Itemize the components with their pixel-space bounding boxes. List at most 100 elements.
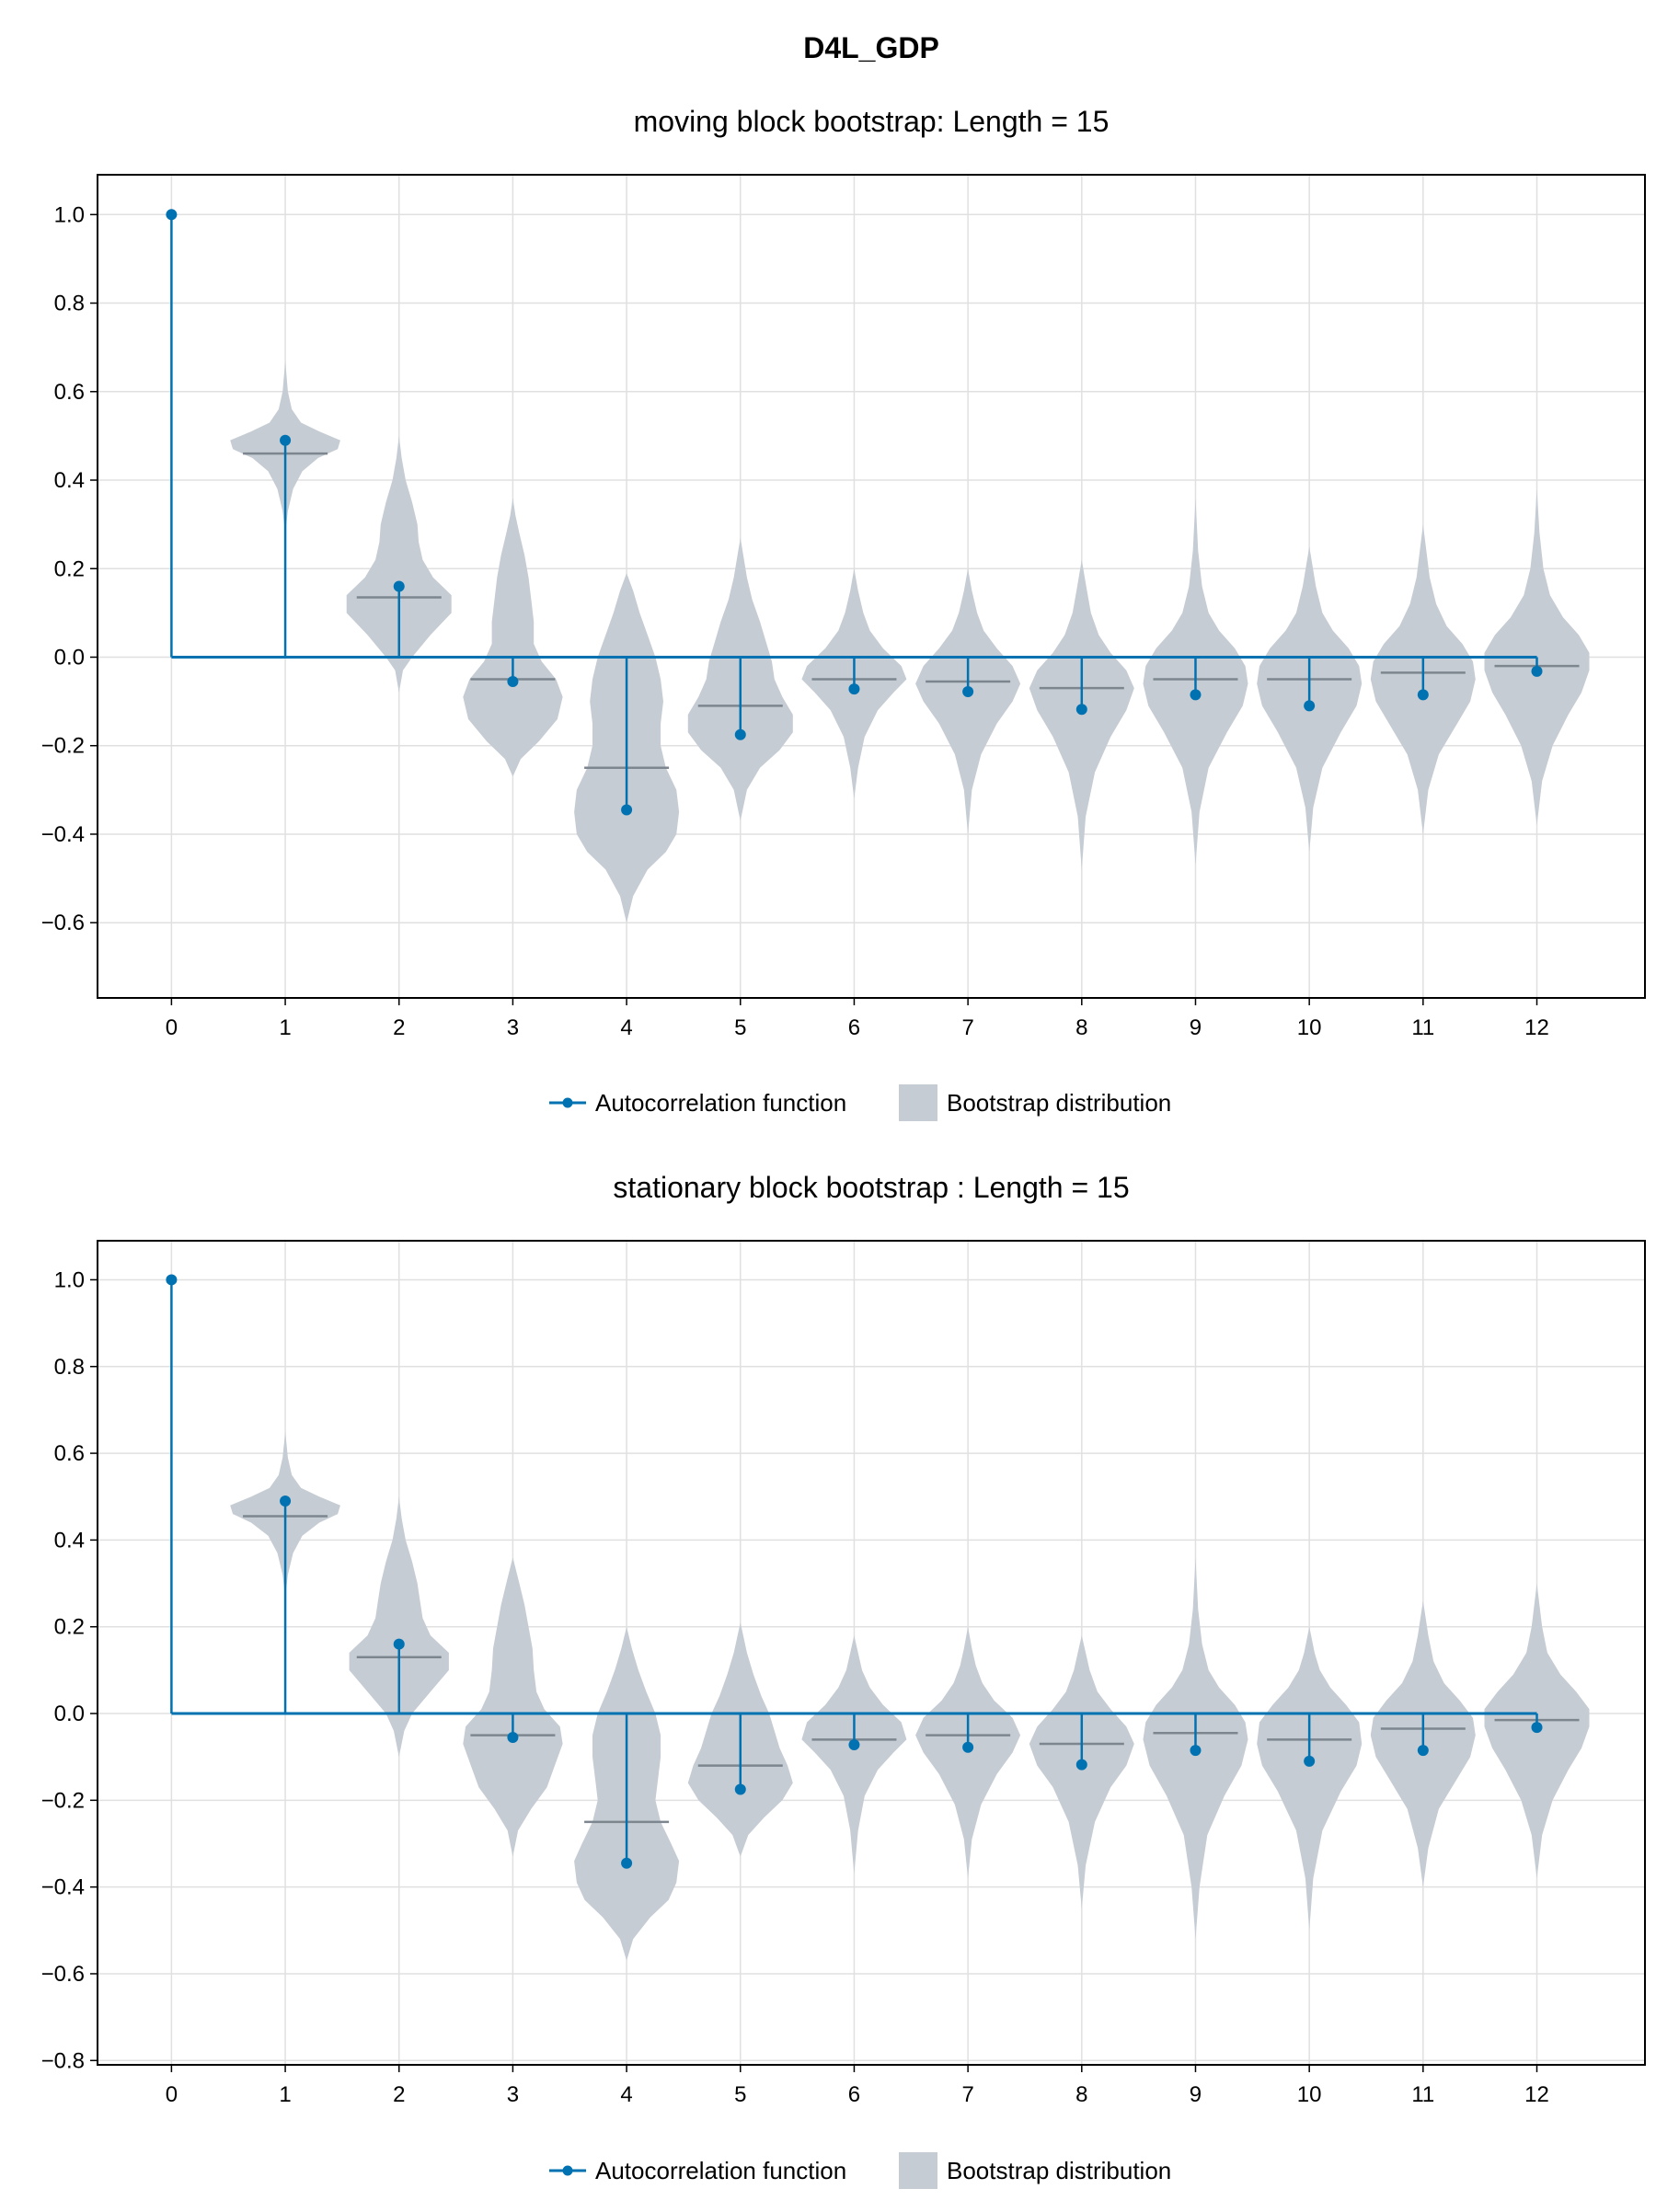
y-tick-label: −0.2 <box>41 1788 85 1813</box>
acf-point-lag-2 <box>393 580 405 592</box>
x-tick-label: 7 <box>961 2082 973 2107</box>
y-tick-label: 0.6 <box>54 380 85 405</box>
x-tick-label: 12 <box>1524 1015 1549 1040</box>
acf-point-lag-1 <box>280 1495 292 1507</box>
x-tick-label: 5 <box>734 1015 746 1040</box>
acf-point-lag-3 <box>507 675 519 687</box>
x-tick-label: 12 <box>1524 2082 1549 2107</box>
figure-title: D4L_GDP <box>803 31 939 64</box>
x-tick-label: 6 <box>848 1015 860 1040</box>
violin-lag-2 <box>346 435 452 693</box>
violin-lag-8 <box>1029 1635 1134 1909</box>
x-tick-label: 5 <box>734 2082 746 2107</box>
acf-point-lag-12 <box>1531 1722 1543 1734</box>
x-tick-label: 2 <box>393 2082 405 2107</box>
legend: Autocorrelation function Bootstrap distr… <box>549 2152 1171 2189</box>
legend-acf-label: Autocorrelation function <box>595 2157 846 2184</box>
legend-bootstrap-swatch <box>899 2152 937 2189</box>
x-tick-label: 0 <box>166 1015 178 1040</box>
violin-lag-7 <box>915 568 1021 834</box>
y-tick-label: 1.0 <box>54 202 85 227</box>
plot-area: −0.8−0.6−0.4−0.20.00.20.40.60.81.00 1 2 3 4 5… <box>41 1240 1646 2107</box>
legend-acf-marker <box>562 2165 573 2176</box>
y-tick-label: 0.2 <box>54 1615 85 1640</box>
y-tick-label: −0.8 <box>41 2048 85 2073</box>
acf-point-lag-0 <box>166 209 178 221</box>
panel-stationary-block: stationary block bootstrap : Length = 15… <box>41 1171 1646 2189</box>
y-tick-label: 0.8 <box>54 1355 85 1380</box>
acf-point-lag-11 <box>1417 1745 1429 1757</box>
legend-acf-label: Autocorrelation function <box>595 1089 846 1117</box>
x-tick-label: 2 <box>393 1015 405 1040</box>
x-tick-label: 0 <box>166 2082 178 2107</box>
panel-moving-block: moving block bootstrap: Length = 15 −0.6… <box>41 105 1646 1121</box>
acf-point-lag-10 <box>1304 700 1316 712</box>
x-tick-label: 4 <box>620 1015 632 1040</box>
panel-title: moving block bootstrap: Length = 15 <box>634 105 1110 138</box>
acf-point-lag-5 <box>734 728 746 740</box>
y-tick-label: 0.6 <box>54 1441 85 1466</box>
acf-point-lag-11 <box>1417 689 1429 701</box>
acf-point-lag-2 <box>393 1638 405 1650</box>
plot-frame <box>97 174 1646 999</box>
y-tick-label: 0.8 <box>54 292 85 316</box>
violin-lag-3 <box>463 498 563 777</box>
x-tick-label: 6 <box>848 2082 860 2107</box>
x-tick-label: 7 <box>961 1015 973 1040</box>
y-tick-label: 0.4 <box>54 1528 85 1553</box>
plot-frame <box>97 1240 1646 2066</box>
x-tick-label: 4 <box>620 2082 632 2107</box>
acf-point-lag-3 <box>507 1731 519 1743</box>
y-tick-label: 0.0 <box>54 1702 85 1726</box>
x-tick-label: 8 <box>1075 1015 1087 1040</box>
x-tick-label: 3 <box>507 2082 519 2107</box>
violin-lag-10 <box>1257 1626 1363 1931</box>
legend-bootstrap-label: Bootstrap distribution <box>947 2157 1171 2184</box>
x-tick-label: 11 <box>1411 1015 1434 1040</box>
violin-lag-6 <box>801 1635 907 1874</box>
acf-point-lag-6 <box>848 683 860 695</box>
acf-point-lag-7 <box>962 1741 974 1753</box>
acf-point-lag-8 <box>1075 704 1087 716</box>
x-tick-label: 11 <box>1411 2082 1434 2107</box>
acf-point-lag-0 <box>166 1274 178 1286</box>
violin-lag-2 <box>349 1496 449 1758</box>
acf-point-lag-4 <box>621 1857 633 1869</box>
y-tick-label: 0.4 <box>54 468 85 493</box>
acf-point-lag-12 <box>1531 665 1543 677</box>
y-tick-label: −0.4 <box>41 822 85 847</box>
x-tick-label: 1 <box>279 1015 291 1040</box>
acf-point-lag-9 <box>1190 689 1202 701</box>
acf-point-lag-10 <box>1304 1755 1316 1767</box>
x-tick-label: 8 <box>1075 2082 1087 2107</box>
acf-point-lag-6 <box>848 1738 860 1750</box>
x-tick-label: 9 <box>1190 2082 1202 2107</box>
legend: Autocorrelation function Bootstrap distr… <box>549 1084 1171 1121</box>
y-tick-label: −0.6 <box>41 1962 85 1987</box>
y-tick-label: −0.4 <box>41 1875 85 1900</box>
x-tick-label: 9 <box>1190 1015 1202 1040</box>
plot-area: −0.6−0.4−0.20.00.20.40.60.81.00 1 2 3 4 5 6 7 8 9… <box>41 174 1646 1040</box>
acf-point-lag-8 <box>1075 1759 1087 1771</box>
acf-point-lag-7 <box>962 686 974 698</box>
y-tick-label: −0.6 <box>41 911 85 935</box>
y-tick-label: 0.0 <box>54 645 85 670</box>
panel-title: stationary block bootstrap : Length = 15 <box>613 1171 1129 1204</box>
acf-point-lag-1 <box>280 434 292 446</box>
legend-bootstrap-label: Bootstrap distribution <box>947 1089 1171 1117</box>
x-tick-label: 10 <box>1297 2082 1322 2107</box>
y-tick-label: 0.2 <box>54 556 85 581</box>
x-tick-label: 1 <box>279 2082 291 2107</box>
x-tick-label: 3 <box>507 1015 519 1040</box>
acf-point-lag-9 <box>1190 1745 1202 1757</box>
acf-point-lag-5 <box>734 1783 746 1795</box>
violin-lag-3 <box>463 1557 563 1857</box>
legend-bootstrap-swatch <box>899 1084 937 1121</box>
y-tick-label: −0.2 <box>41 734 85 759</box>
x-tick-label: 10 <box>1297 1015 1322 1040</box>
acf-point-lag-4 <box>621 804 633 816</box>
legend-acf-marker <box>562 1097 573 1108</box>
y-tick-label: 1.0 <box>54 1267 85 1292</box>
